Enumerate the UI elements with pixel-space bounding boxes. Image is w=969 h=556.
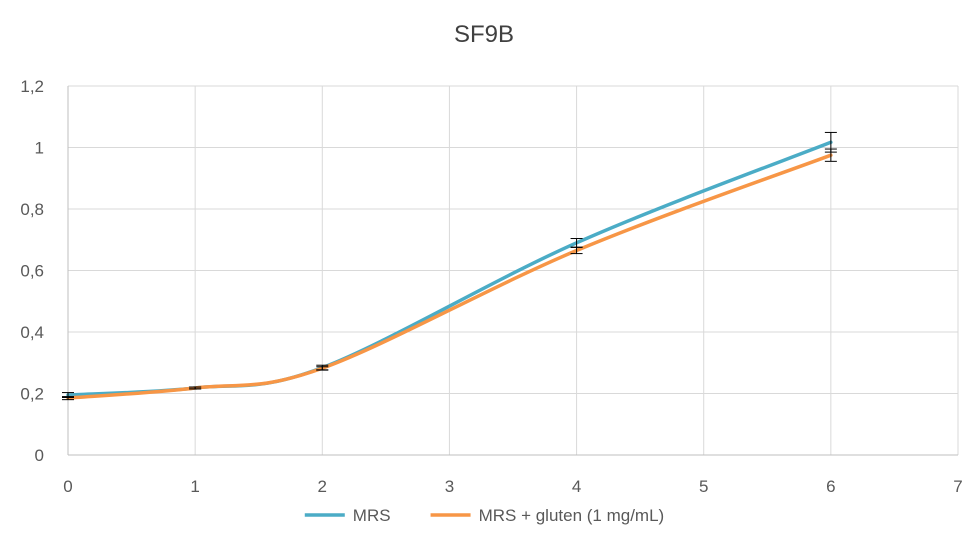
error-bar — [316, 366, 329, 371]
y-tick-label: 1 — [35, 139, 44, 158]
error-bars — [62, 131, 837, 401]
x-tick-label: 6 — [826, 477, 835, 496]
y-tick-label: 0,6 — [20, 262, 44, 281]
y-tick-label: 0,2 — [20, 385, 44, 404]
grid-lines — [67, 85, 959, 456]
x-tick-label: 2 — [318, 477, 327, 496]
legend-item-0: MRS — [304, 506, 391, 525]
x-tick-label: 1 — [190, 477, 199, 496]
x-tick-label: 4 — [572, 477, 581, 496]
error-bar — [189, 386, 202, 390]
legend: MRS MRS + gluten (1 mg/mL) — [304, 506, 665, 525]
x-tick-label: 5 — [699, 477, 708, 496]
series-line-1 — [66, 153, 833, 400]
y-tick-label: 0,8 — [20, 200, 44, 219]
legend-label: MRS — [353, 506, 391, 525]
legend-label: MRS + gluten (1 mg/mL) — [479, 506, 665, 525]
error-bar — [62, 396, 74, 401]
y-tick-label: 0,4 — [20, 323, 44, 342]
tick-labels: 0 1 2 3 4 5 6 7 0 0,2 0,4 0,6 0,8 1 1,2 — [20, 77, 962, 496]
series-lines — [66, 140, 833, 400]
error-bar — [570, 246, 583, 255]
legend-item-1: MRS + gluten (1 mg/mL) — [430, 506, 665, 525]
chart-title: SF9B — [454, 21, 514, 48]
y-tick-label: 0 — [35, 446, 44, 465]
y-tick-label: 1,2 — [20, 77, 44, 96]
x-tick-label: 3 — [445, 477, 454, 496]
x-tick-label: 7 — [953, 477, 962, 496]
x-tick-label: 0 — [63, 477, 72, 496]
error-bar — [824, 148, 837, 162]
